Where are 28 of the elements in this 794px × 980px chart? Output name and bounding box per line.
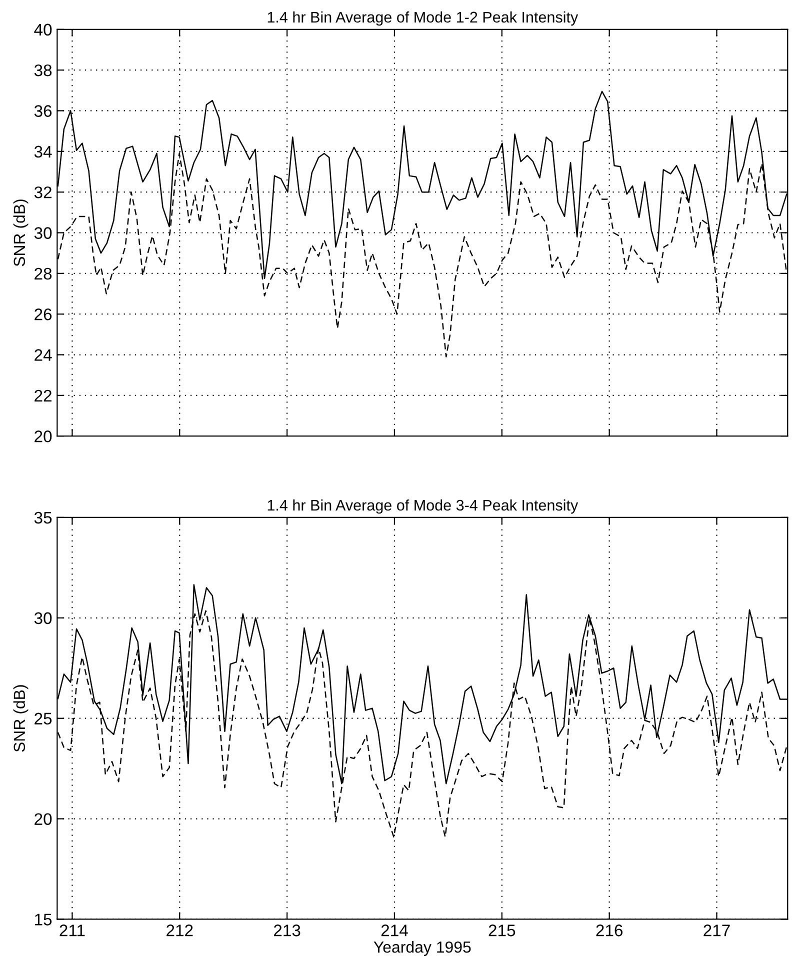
y-tick-label: 32 (34, 186, 52, 198)
x-tick-label: 211 (60, 924, 85, 936)
x-axis-title: Yearday 1995 (374, 941, 471, 956)
y-tick-label: 26 (34, 308, 52, 320)
y-tick-label: 28 (34, 268, 52, 280)
y-tick-label: 30 (34, 227, 52, 239)
chart-title: 1.4 hr Bin Average of Mode 3-4 Peak Intensity (268, 499, 578, 514)
x-tick-label: 216 (596, 924, 622, 936)
y-tick-label: 22 (34, 390, 52, 402)
y-tick-label: 20 (34, 813, 52, 825)
y-tick-label: 36 (34, 105, 52, 117)
y-tick-label: 25 (34, 712, 52, 725)
y-tick-label: 20 (34, 430, 52, 442)
x-tick-label: 212 (166, 924, 193, 936)
y-tick-label: 34 (34, 146, 52, 158)
chart-title: 1.4 hr Bin Average of Mode 1-2 Peak Intensity (268, 11, 578, 26)
x-tick-label: 217 (704, 924, 730, 936)
y-axis-title: SNR (dB) (13, 200, 28, 266)
y-tick-label: 38 (34, 64, 52, 76)
y-axis-title: SNR (dB) (13, 685, 28, 752)
x-tick-label: 214 (381, 924, 408, 936)
y-tick-label: 24 (34, 349, 52, 361)
y-tick-label: 30 (34, 612, 52, 624)
y-tick-label: 35 (34, 512, 52, 524)
x-tick-label: 215 (488, 924, 516, 936)
y-tick-label: 15 (35, 914, 52, 926)
x-tick-label: 213 (274, 924, 300, 936)
y-tick-label: 40 (34, 24, 52, 36)
